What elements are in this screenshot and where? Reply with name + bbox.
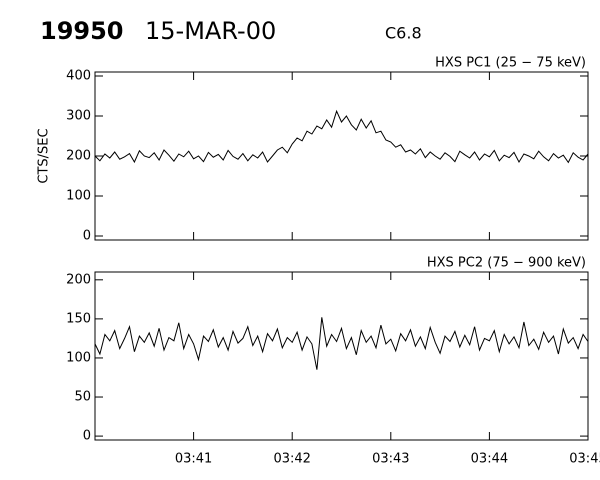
y-tick-label: 50: [74, 390, 91, 405]
y-tick-label: 150: [66, 311, 91, 326]
y-tick-label: 200: [66, 272, 91, 287]
y-tick-label: 100: [66, 189, 91, 204]
data-line: [94, 317, 589, 370]
event-date: 15-MAR-00: [145, 17, 276, 45]
x-tick-label: 03:45: [569, 452, 600, 467]
flare-class: C6.8: [385, 24, 422, 43]
x-tick-label: 03:41: [175, 452, 212, 467]
x-tick-label: 03:43: [372, 452, 409, 467]
y-tick-label: 300: [66, 109, 91, 124]
event-id: 19950: [40, 17, 124, 45]
y-tick-label: 200: [66, 149, 91, 164]
y-tick-label: 0: [83, 429, 91, 444]
panel-title: HXS PC2 (75 − 900 keV): [427, 256, 586, 271]
panel-title: HXS PC1 (25 − 75 keV): [435, 56, 586, 71]
y-tick-label: 400: [66, 69, 91, 84]
y-tick-label: 0: [83, 229, 91, 244]
y-tick-label: 100: [66, 350, 91, 365]
x-tick-label: 03:42: [273, 452, 310, 467]
y-axis-label: CTS/SEC: [37, 128, 52, 183]
data-line: [94, 109, 589, 164]
x-tick-label: 03:44: [471, 452, 508, 467]
plot-frame: [94, 271, 589, 441]
